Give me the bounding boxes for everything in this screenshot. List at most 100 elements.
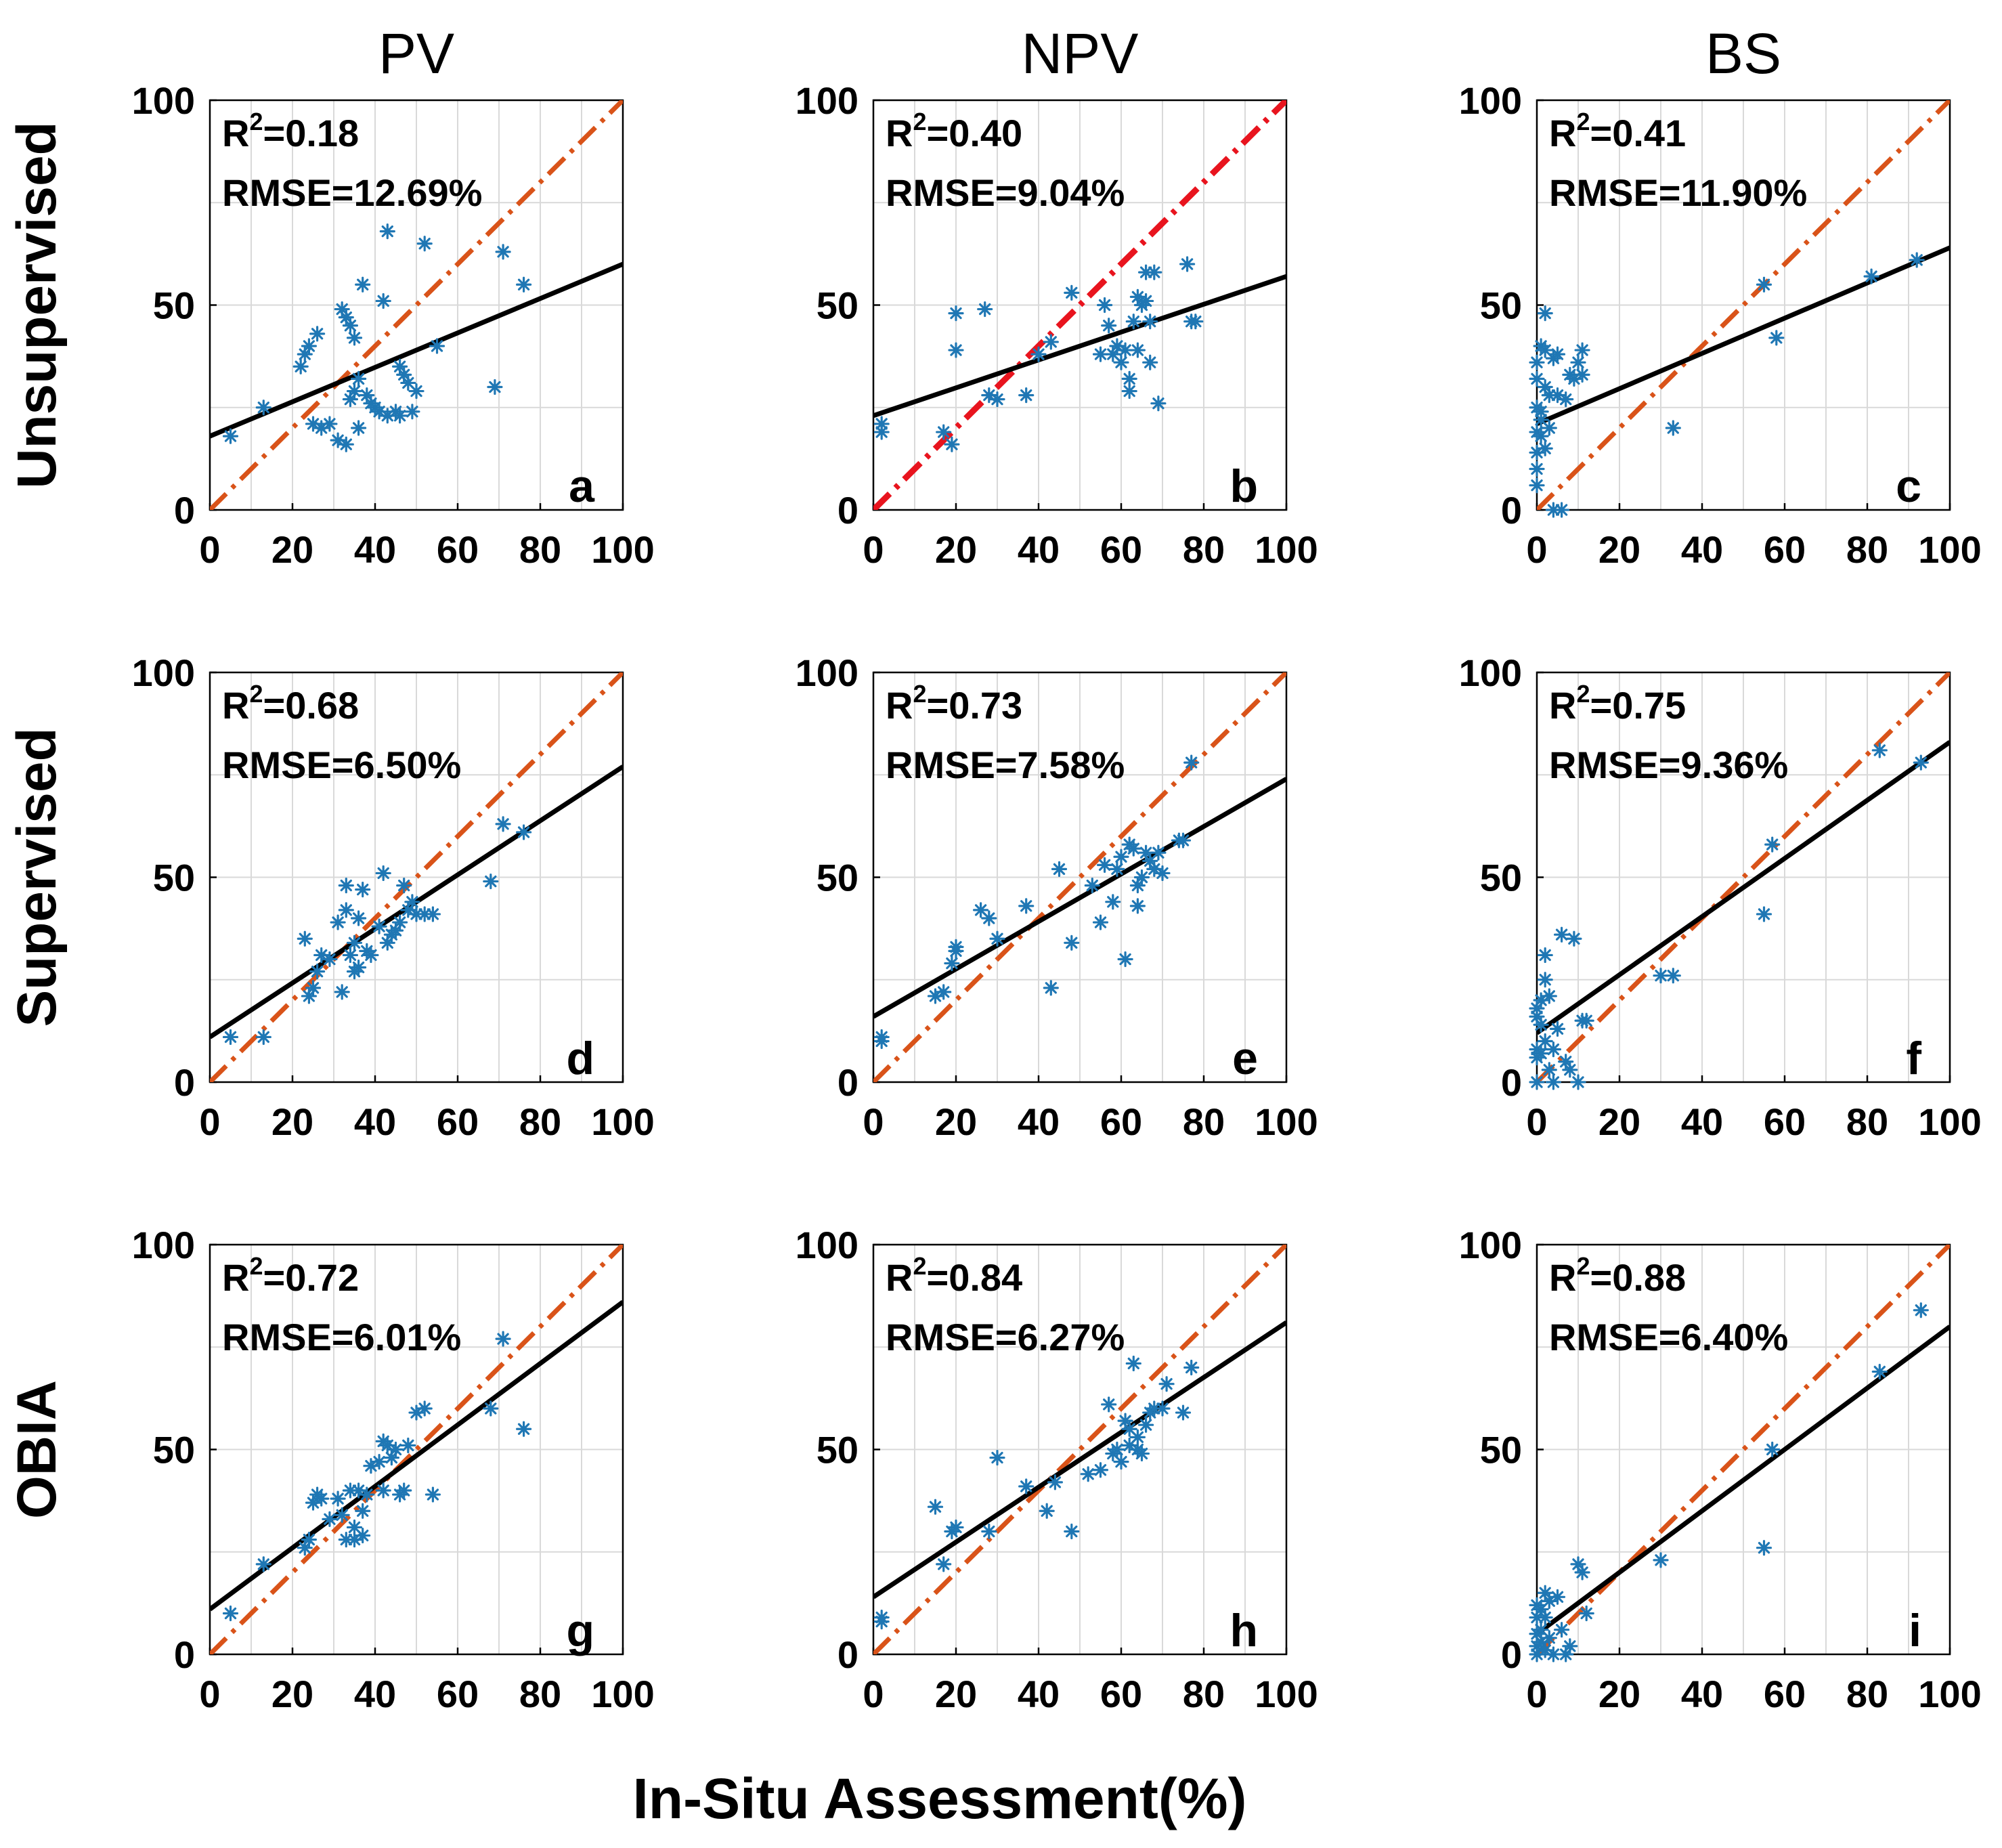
y-tick-label: 100 [796, 651, 858, 694]
data-point [1541, 988, 1557, 1004]
data-point [346, 1519, 363, 1536]
data-point [346, 383, 363, 400]
column-title-bs: BS [1705, 22, 1781, 85]
data-point [313, 1490, 330, 1507]
data-point [989, 391, 1005, 408]
data-point [396, 366, 412, 383]
r-squared-value: =0.41 [1590, 112, 1686, 154]
data-point [351, 370, 367, 387]
data-point [948, 342, 964, 358]
r-squared-symbol: R [1549, 112, 1576, 154]
x-tick-label: 60 [437, 1673, 479, 1715]
data-point [1109, 861, 1125, 877]
data-point [495, 244, 511, 260]
axis-ticks: 0 20 40 60 80 100 0 50 100 [1459, 79, 1982, 571]
data-point [1768, 330, 1785, 346]
data-point [948, 305, 964, 322]
data-point [355, 1503, 371, 1519]
data-point [495, 1331, 511, 1347]
data-point [1537, 1642, 1553, 1658]
data-point [342, 1482, 358, 1499]
data-point [1533, 1016, 1549, 1033]
data-point [1138, 264, 1154, 280]
data-point [1570, 1074, 1586, 1090]
data-point [1529, 477, 1545, 494]
y-tick-label: 100 [1459, 79, 1522, 122]
data-point [873, 416, 890, 432]
y-tick-label: 0 [174, 1633, 195, 1676]
x-tick-label: 100 [1918, 1100, 1981, 1143]
data-point [1121, 383, 1137, 400]
data-point [425, 906, 441, 922]
panel-i: 0 20 40 60 80 100 0 50 100 R2=0.88 RMSE=6.40% i [1459, 1224, 1982, 1715]
data-point [346, 330, 363, 346]
data-point [1183, 1359, 1200, 1376]
data-point [981, 910, 997, 926]
x-tick-label: 0 [199, 1100, 220, 1143]
regression-line [873, 1320, 1286, 1599]
data-point [222, 428, 239, 444]
x-tick-label: 100 [591, 1673, 654, 1715]
data-point [1554, 926, 1570, 943]
data-point [1537, 305, 1553, 322]
y-tick-label: 50 [817, 857, 858, 899]
regression-line [210, 261, 623, 439]
data-point [1142, 314, 1158, 330]
x-tick-label: 40 [1018, 1673, 1060, 1715]
data-point [1537, 1609, 1553, 1626]
one-to-one-line [210, 1245, 623, 1654]
data-point [1109, 1441, 1125, 1458]
x-tick-label: 40 [354, 1100, 396, 1143]
x-tick-label: 0 [1526, 1100, 1547, 1143]
panel-a: 0 20 40 60 80 100 0 50 100 R2=0.18 RMSE=12.69% a [132, 79, 655, 571]
panel-letter: g [566, 1605, 594, 1656]
data-point [338, 902, 354, 918]
data-point [1105, 894, 1121, 910]
data-point [1533, 1601, 1549, 1618]
r-squared-exponent: 2 [249, 680, 263, 708]
data-point [1117, 951, 1133, 968]
data-point [1043, 334, 1059, 350]
data-point [989, 1450, 1005, 1466]
data-point [1574, 366, 1590, 383]
data-point [1764, 1441, 1781, 1458]
rmse-label: RMSE=6.01% [222, 1316, 461, 1358]
data-point [355, 276, 371, 293]
data-point [408, 906, 425, 922]
r-squared-exponent: 2 [1576, 680, 1590, 708]
data-point [222, 1029, 239, 1046]
regression-line [210, 1299, 623, 1612]
scatter-points [222, 816, 532, 1046]
data-point [1138, 1417, 1154, 1433]
axis-ticks: 0 20 40 60 80 100 0 50 100 [1459, 1224, 1982, 1715]
data-point [1537, 1585, 1553, 1601]
data-point [342, 947, 358, 964]
one-to-one-line [873, 100, 1286, 510]
scatter-points [873, 1355, 1200, 1630]
r-squared-exponent: 2 [1576, 108, 1590, 135]
data-point [1541, 1593, 1557, 1609]
x-tick-label: 60 [437, 1100, 479, 1143]
data-point [936, 984, 952, 1000]
data-point [1913, 1302, 1929, 1318]
x-tick-label: 80 [1183, 528, 1225, 571]
data-point [255, 1556, 271, 1572]
data-point [1578, 1605, 1594, 1622]
data-point [416, 906, 433, 922]
x-tick-label: 80 [519, 1100, 561, 1143]
x-tick-label: 80 [1183, 1673, 1225, 1715]
rmse-label: RMSE=6.40% [1549, 1316, 1788, 1358]
data-point [1653, 1552, 1669, 1568]
x-tick-label: 100 [1918, 1673, 1981, 1715]
axis-ticks: 0 20 40 60 80 100 0 50 100 [1459, 651, 1982, 1143]
panel-letter: h [1230, 1605, 1258, 1656]
data-point [375, 865, 391, 882]
data-point [1533, 1046, 1549, 1062]
data-point [355, 1527, 371, 1544]
data-point [1138, 293, 1154, 309]
data-point [297, 346, 313, 362]
x-tick-label: 0 [199, 528, 220, 571]
data-point [1545, 502, 1561, 518]
data-point [1125, 840, 1141, 857]
